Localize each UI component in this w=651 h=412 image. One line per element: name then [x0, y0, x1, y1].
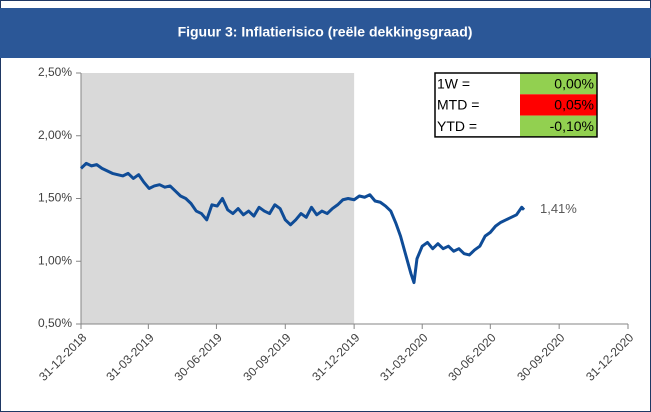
table-border: [434, 72, 598, 138]
table-label: YTD =: [437, 118, 477, 134]
y-tick-label: 1,50%: [38, 191, 72, 205]
table-value-cell: [520, 115, 597, 137]
table-value: 0,00%: [554, 75, 594, 91]
series-line: [79, 161, 526, 285]
table-label-cell: [435, 115, 520, 137]
y-tick-label: 2,50%: [38, 65, 72, 79]
header-band: [0, 8, 651, 58]
chart-title: Figuur 3: Inflatierisico (reële dekkings…: [178, 24, 473, 40]
table-value-cell: [520, 73, 597, 95]
table-value: 0,05%: [554, 97, 594, 113]
y-tick-label: 2,00%: [38, 128, 72, 142]
end-label: 1,41%: [540, 201, 577, 216]
table-label-cell: [435, 73, 520, 95]
table-value-cell: [520, 94, 597, 116]
table-label: 1W =: [437, 75, 470, 91]
table-label: MTD =: [437, 97, 479, 113]
table-value: -0,10%: [550, 118, 594, 134]
table-label-cell: [435, 94, 520, 116]
shaded-region: [81, 73, 355, 324]
y-tick-label: 0,50%: [38, 316, 72, 330]
y-tick-label: 1,00%: [38, 253, 72, 267]
